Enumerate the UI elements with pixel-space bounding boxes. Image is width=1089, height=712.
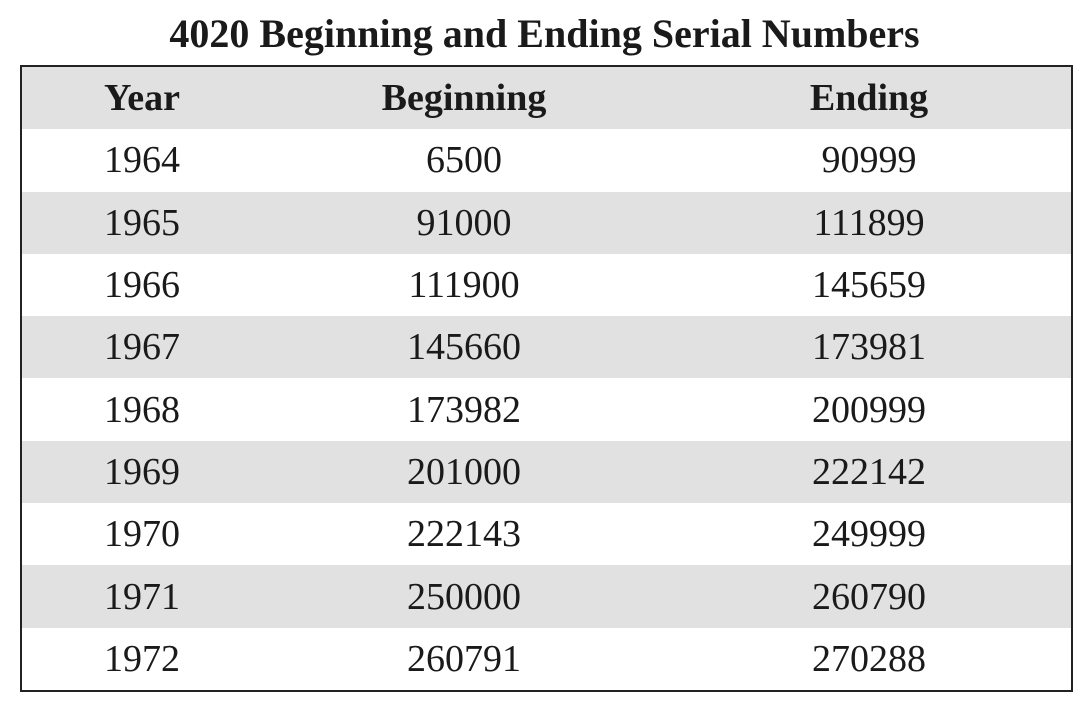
table-row: 1971 250000 260790 [22, 565, 1071, 628]
table-row: 1970 222143 249999 [22, 503, 1071, 565]
table-row: 1972 260791 270288 [22, 628, 1071, 690]
table-cell: 1965 [104, 201, 180, 244]
table-cell: 260791 [407, 637, 521, 680]
table-cell: 173981 [812, 326, 926, 369]
table-row: 1967 145660 173981 [22, 316, 1071, 379]
header-cell: Beginning [381, 77, 547, 120]
table-cell: 260790 [812, 575, 926, 618]
table-cell: 222142 [812, 450, 926, 493]
table-cell: 91000 [416, 201, 512, 244]
table-cell: 111900 [408, 264, 520, 307]
table-cell: 200999 [812, 388, 926, 431]
table-cell: 1964 [104, 139, 180, 182]
table-row: 1969 201000 222142 [22, 440, 1071, 504]
table-cell: 250000 [407, 575, 521, 618]
table-cell: 1968 [104, 388, 180, 431]
table-row: 1968 173982 200999 [22, 379, 1071, 441]
serial-table: Year Beginning Ending 1964 6500 90999 1965 9100… [20, 65, 1073, 692]
table-cell: 270288 [812, 637, 926, 680]
table-cell: 1966 [104, 264, 180, 307]
table-cell: 201000 [407, 450, 521, 493]
table-cell: 173982 [407, 388, 521, 431]
table-cell: 6500 [426, 139, 502, 182]
table-cell: 1969 [104, 450, 180, 493]
table-cell: 1972 [104, 637, 180, 680]
table-row: 1966 111900 145659 [22, 254, 1071, 316]
table-cell: 1970 [104, 513, 180, 556]
table-cell: 249999 [812, 513, 926, 556]
header-cell: Ending [809, 77, 929, 120]
table-cell: 1971 [104, 575, 180, 618]
table-cell: 111899 [813, 201, 925, 244]
table-cell: 1967 [104, 326, 180, 369]
table-cell: 145660 [407, 326, 521, 369]
table-cell: 222143 [407, 513, 521, 556]
table-row: 1965 91000 111899 [22, 191, 1071, 254]
header-row: Year Beginning Ending [22, 67, 1071, 130]
table-cell: 145659 [812, 264, 926, 307]
table-cell: 90999 [821, 139, 917, 182]
table-title: 4020 Beginning and Ending Serial Numbers [169, 11, 920, 56]
header-cell: Year [104, 77, 180, 120]
table-row: 1964 6500 90999 [22, 129, 1071, 191]
